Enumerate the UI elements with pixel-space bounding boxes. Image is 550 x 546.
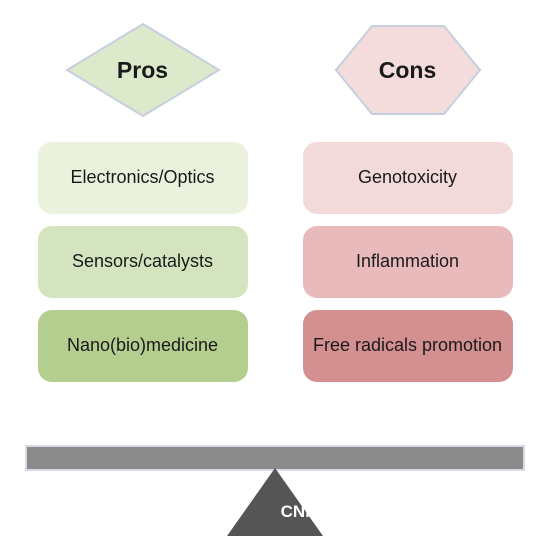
columns: Pros Electronics/Optics Sensors/catalyst… — [25, 20, 525, 382]
fulcrum-text: CNM — [281, 502, 320, 522]
pros-label: Pros — [117, 57, 168, 84]
balance-diagram: Pros Electronics/Optics Sensors/catalyst… — [0, 0, 550, 546]
cons-box-2: Inflammation — [303, 226, 513, 298]
cons-box-1: Genotoxicity — [303, 142, 513, 214]
cons-column: Cons Genotoxicity Inflammation Free radi… — [290, 20, 525, 382]
cons-label: Cons — [379, 57, 437, 84]
pros-box-3: Nano(bio)medicine — [38, 310, 248, 382]
fulcrum-label: CNM — [25, 502, 550, 522]
pros-column: Pros Electronics/Optics Sensors/catalyst… — [25, 20, 260, 382]
cons-header-hexagon: Cons — [328, 20, 488, 120]
pros-header-diamond: Pros — [63, 20, 223, 120]
cons-box-3: Free radicals promotion — [303, 310, 513, 382]
pros-box-1: Electronics/Optics — [38, 142, 248, 214]
pros-box-2: Sensors/catalysts — [38, 226, 248, 298]
